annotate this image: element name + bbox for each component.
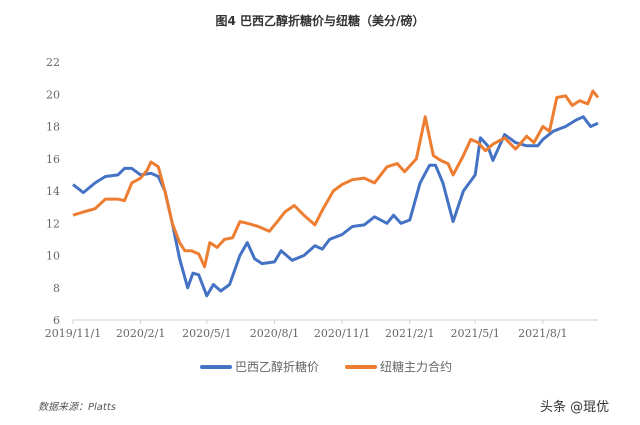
legend-swatch-blue bbox=[200, 364, 232, 369]
x-tick-label: 2019/11/1 bbox=[45, 327, 101, 340]
x-tick-label: 2020/11/1 bbox=[314, 327, 370, 340]
x-tick-label: 2021/5/1 bbox=[451, 327, 500, 340]
x-tick-label: 2020/8/1 bbox=[250, 327, 299, 340]
y-tick-label: 14 bbox=[46, 185, 60, 198]
y-tick-label: 16 bbox=[46, 153, 60, 166]
series-line-sugar bbox=[72, 89, 600, 269]
legend-swatch-orange bbox=[345, 364, 377, 369]
y-axis: 6 8 10 12 14 16 18 20 22 bbox=[46, 56, 60, 327]
y-tick-label: 20 bbox=[46, 88, 60, 101]
x-tick-label: 2020/5/1 bbox=[182, 327, 231, 340]
chart-title: 图4 巴西乙醇折糖价与纽糖（美分/磅） bbox=[215, 14, 425, 28]
data-source: 数据来源：Platts bbox=[38, 402, 116, 413]
y-tick-label: 12 bbox=[46, 217, 60, 230]
legend-label: 巴西乙醇折糖价 bbox=[235, 360, 320, 374]
x-tick-label: 2020/2/1 bbox=[116, 327, 165, 340]
x-tick-label: 2021/2/1 bbox=[385, 327, 434, 340]
watermark: 头条 @琨优 bbox=[540, 400, 610, 415]
legend-label: 纽糖主力合约 bbox=[380, 360, 453, 374]
x-axis: 2019/11/1 2020/2/1 2020/5/1 2020/8/1 2020/11… bbox=[45, 319, 598, 340]
legend-item-ethanol: 巴西乙醇折糖价 bbox=[200, 358, 319, 375]
series-lines bbox=[72, 89, 600, 298]
y-tick-label: 18 bbox=[46, 121, 60, 134]
x-tick-label: 2021/8/1 bbox=[518, 327, 567, 340]
y-tick-label: 10 bbox=[46, 250, 60, 263]
y-tick-label: 8 bbox=[53, 282, 60, 295]
y-tick-label: 22 bbox=[46, 56, 60, 69]
y-tick-label: 6 bbox=[53, 314, 60, 327]
legend-item-sugar: 纽糖主力合约 bbox=[345, 358, 452, 375]
